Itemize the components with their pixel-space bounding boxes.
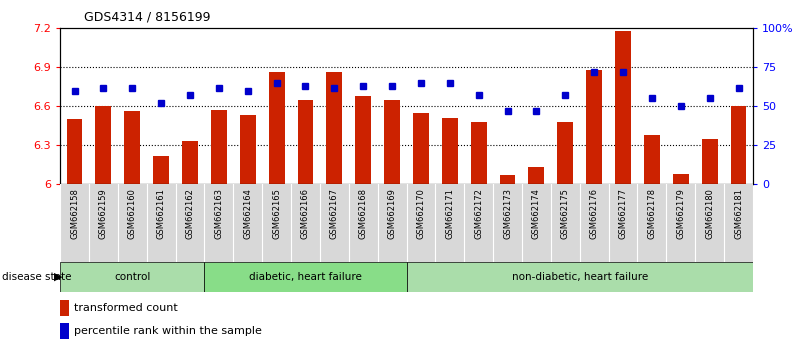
Bar (356, 96, 371, 184)
Text: percentile rank within the sample: percentile rank within the sample (74, 326, 262, 337)
Text: control: control (114, 272, 151, 282)
Bar (268, 73, 284, 184)
Bar (615, 31, 631, 184)
Text: GSM662174: GSM662174 (532, 188, 541, 239)
Bar (95, 106, 111, 184)
Bar (153, 155, 169, 184)
Bar (500, 175, 516, 184)
Text: GSM662170: GSM662170 (417, 188, 425, 239)
Bar (406, 262, 753, 292)
Bar (124, 112, 140, 184)
Text: GSM662169: GSM662169 (388, 188, 396, 239)
Text: GSM662171: GSM662171 (445, 188, 454, 239)
Bar (182, 141, 198, 184)
Text: GSM662172: GSM662172 (474, 188, 483, 239)
Bar (442, 118, 457, 184)
Text: GSM662180: GSM662180 (705, 188, 714, 239)
Bar (529, 167, 545, 184)
Bar (211, 110, 227, 184)
Bar (326, 73, 342, 184)
Text: GSM662178: GSM662178 (647, 188, 656, 239)
Text: GSM662175: GSM662175 (561, 188, 570, 239)
Text: disease state: disease state (2, 272, 71, 282)
Bar (66, 119, 83, 184)
Text: non-diabetic, heart failure: non-diabetic, heart failure (512, 272, 648, 282)
Text: GSM662161: GSM662161 (157, 188, 166, 239)
Bar (60, 323, 69, 339)
Text: GSM662173: GSM662173 (503, 188, 512, 239)
Bar (586, 70, 602, 184)
Text: GSM662160: GSM662160 (127, 188, 137, 239)
Text: transformed count: transformed count (74, 303, 178, 314)
Bar (413, 113, 429, 184)
Bar (60, 300, 69, 316)
Bar (204, 262, 406, 292)
Bar (471, 122, 487, 184)
Text: GSM662163: GSM662163 (215, 188, 223, 239)
Text: GSM662168: GSM662168 (359, 188, 368, 239)
Bar (702, 139, 718, 184)
Text: GSM662177: GSM662177 (618, 188, 627, 239)
Bar (673, 174, 689, 184)
Bar (644, 135, 660, 184)
Text: GSM662167: GSM662167 (330, 188, 339, 239)
Text: GSM662176: GSM662176 (590, 188, 598, 239)
Bar (297, 100, 313, 184)
Text: GSM662181: GSM662181 (734, 188, 743, 239)
Text: ▶: ▶ (54, 272, 63, 282)
Text: GSM662162: GSM662162 (186, 188, 195, 239)
Text: GSM662179: GSM662179 (676, 188, 686, 239)
Bar (557, 122, 574, 184)
Text: GSM662164: GSM662164 (244, 188, 252, 239)
Text: diabetic, heart failure: diabetic, heart failure (249, 272, 362, 282)
Bar (239, 115, 256, 184)
Text: GSM662166: GSM662166 (301, 188, 310, 239)
Bar (60, 262, 204, 292)
Bar (731, 106, 747, 184)
Text: GSM662165: GSM662165 (272, 188, 281, 239)
Text: GSM662158: GSM662158 (70, 188, 79, 239)
Text: GDS4314 / 8156199: GDS4314 / 8156199 (84, 11, 211, 24)
Bar (384, 100, 400, 184)
Text: GSM662159: GSM662159 (99, 188, 108, 239)
